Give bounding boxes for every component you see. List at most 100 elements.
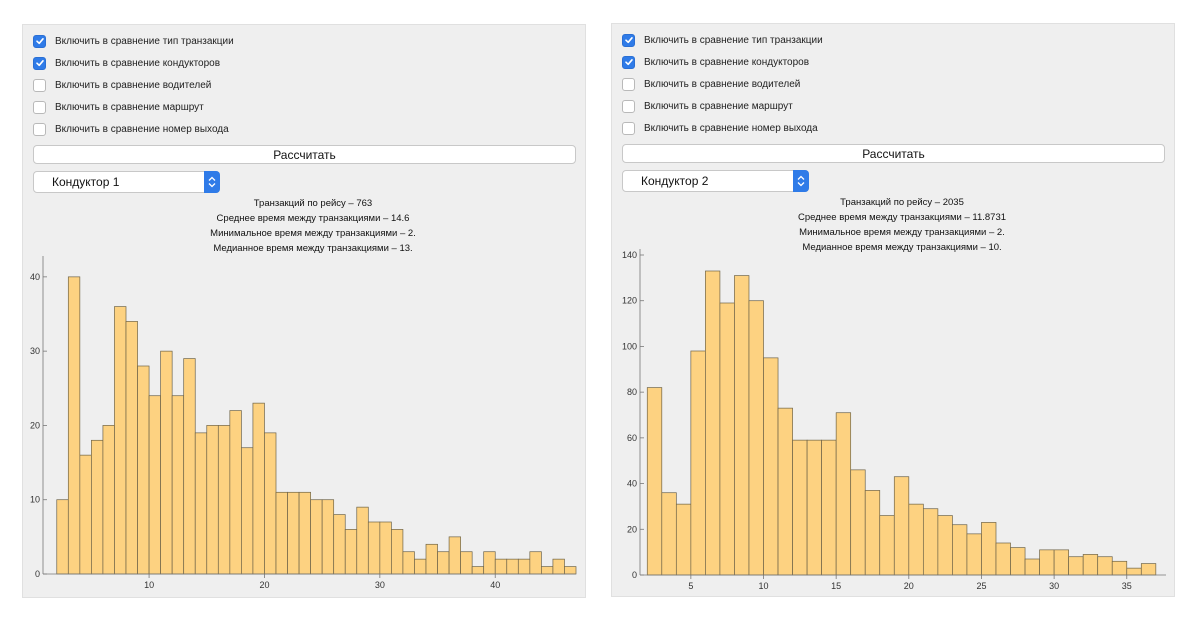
x-tick-label: 35	[1122, 581, 1132, 591]
chevron-up-down-icon[interactable]	[204, 171, 220, 193]
histogram-bar	[675, 503, 692, 576]
histogram-bar	[56, 499, 69, 575]
stat-transactions-count: Транзакций по рейсу – 2035	[840, 197, 964, 208]
checkbox-row-conductors[interactable]: Включить в сравнение кондукторов	[33, 55, 220, 71]
checkbox-row-route[interactable]: Включить в сравнение маршрут	[622, 98, 793, 114]
checkbox-row-drivers[interactable]: Включить в сравнение водителей	[622, 76, 800, 92]
histogram-bar	[506, 558, 519, 575]
checkbox-drivers[interactable]	[622, 77, 635, 91]
checkbox-route[interactable]	[622, 99, 635, 113]
histogram-bar	[835, 412, 852, 576]
checkbox-conductors[interactable]	[622, 55, 635, 69]
histogram-bar	[160, 350, 173, 575]
calculate-button[interactable]: Рассчитать	[33, 145, 576, 164]
conductor-select[interactable]: Кондуктор 1	[33, 171, 220, 193]
conductor-select-value: Кондуктор 2	[641, 174, 709, 188]
conductor-select-value: Кондуктор 1	[52, 175, 120, 189]
histogram-bar	[448, 536, 461, 575]
checkbox-row-transaction-type[interactable]: Включить в сравнение тип транзакции	[622, 32, 823, 48]
histogram-bar	[402, 551, 415, 575]
histogram-bar	[460, 551, 473, 575]
checkbox-row-route[interactable]: Включить в сравнение маршрут	[33, 99, 204, 115]
histogram-bar	[183, 358, 196, 575]
histogram-bar	[148, 395, 161, 575]
checkbox-exit-number[interactable]	[33, 122, 46, 136]
histogram-bar	[552, 558, 565, 575]
y-tick-label: 60	[627, 433, 637, 443]
checkbox-exit-number[interactable]	[622, 121, 635, 135]
histogram-1: 0 10 20 30 40 10 20 30 40	[30, 256, 577, 590]
x-tick-label: 20	[259, 580, 269, 590]
stat-transactions-count: Транзакций по рейсу – 763	[253, 198, 373, 209]
histogram-bar	[321, 499, 335, 575]
checkbox-row-exit-number[interactable]: Включить в сравнение номер выхода	[622, 120, 818, 136]
histogram-bar	[1010, 547, 1026, 576]
y-tick-label: 0	[632, 570, 637, 580]
histogram-2: 0 20 40 60 80 100 120 140 5 10 15 20 25 30 35	[622, 249, 1166, 591]
x-tick-label: 40	[490, 580, 500, 590]
checkmark-icon	[624, 37, 633, 44]
histogram-bar	[908, 503, 924, 576]
checkbox-transaction-type[interactable]	[33, 34, 46, 48]
histogram-bar	[252, 402, 265, 575]
histogram-bar	[425, 543, 438, 575]
histogram-bar	[541, 566, 554, 575]
histogram-bar	[194, 432, 208, 575]
histogram-bar	[763, 357, 779, 576]
histogram-bar	[275, 491, 288, 575]
y-tick-label: 20	[627, 524, 637, 534]
checkbox-transaction-type[interactable]	[622, 33, 635, 47]
checkbox-label: Включить в сравнение тип транзакции	[55, 35, 234, 47]
stat-min-interval: Минимальное время между транзакциями – 2…	[799, 227, 1005, 238]
checkbox-row-drivers[interactable]: Включить в сравнение водителей	[33, 77, 211, 93]
checkbox-label: Включить в сравнение водителей	[644, 78, 801, 90]
y-tick-label: 30	[30, 346, 40, 356]
histogram-bar	[391, 529, 404, 575]
x-tick-label: 10	[144, 580, 154, 590]
histogram-bar	[114, 306, 127, 575]
histogram-bar	[137, 365, 150, 575]
checkbox-label: Включить в сравнение номер выхода	[644, 122, 818, 134]
checkbox-drivers[interactable]	[33, 78, 46, 92]
checkbox-route[interactable]	[33, 100, 46, 114]
histogram-bar	[483, 551, 496, 575]
histogram-bar	[344, 529, 358, 575]
x-tick-label: 30	[1049, 581, 1059, 591]
histogram-bar	[893, 476, 910, 576]
y-tick-label: 80	[627, 387, 637, 397]
y-tick-label: 40	[627, 479, 637, 489]
checkbox-row-exit-number[interactable]: Включить в сравнение номер выхода	[33, 121, 229, 137]
checkbox-conductors[interactable]	[33, 56, 46, 70]
histogram-bar	[748, 300, 764, 576]
histogram-bar	[792, 439, 808, 576]
histogram-bar	[1024, 558, 1040, 576]
histogram-bar	[821, 439, 837, 576]
histogram-bar	[310, 499, 323, 575]
y-tick-label: 140	[622, 250, 637, 260]
histogram-bar	[471, 566, 485, 575]
histogram-bar	[734, 275, 750, 576]
chevron-up-down-icon[interactable]	[793, 170, 809, 192]
histogram-bar	[298, 491, 311, 575]
histogram-bar	[922, 508, 939, 576]
checkbox-label: Включить в сравнение тип транзакции	[644, 34, 823, 46]
conductor-select[interactable]: Кондуктор 2	[622, 170, 809, 192]
x-tick-label: 10	[759, 581, 769, 591]
checkmark-icon	[35, 38, 44, 45]
histogram-bar	[217, 425, 231, 575]
checkbox-label: Включить в сравнение водителей	[55, 79, 212, 91]
checkbox-label: Включить в сравнение маршрут	[55, 101, 204, 113]
histogram-bar	[264, 432, 277, 575]
checkbox-row-transaction-type[interactable]: Включить в сравнение тип транзакции	[33, 33, 234, 49]
x-tick-label: 20	[904, 581, 914, 591]
histogram-bar	[690, 350, 706, 576]
histogram-bar	[1140, 563, 1157, 576]
stat-median-interval: Медианное время между транзакциями – 10.	[802, 242, 1002, 253]
histogram-bar	[1039, 549, 1055, 576]
histogram-bar	[1111, 560, 1128, 576]
calculate-button[interactable]: Рассчитать	[622, 144, 1165, 163]
histogram-bar	[1053, 549, 1069, 576]
checkbox-row-conductors[interactable]: Включить в сравнение кондукторов	[622, 54, 809, 70]
checkmark-icon	[624, 59, 633, 66]
stat-mean-interval: Среднее время между транзакциями – 11.87…	[797, 212, 1007, 223]
